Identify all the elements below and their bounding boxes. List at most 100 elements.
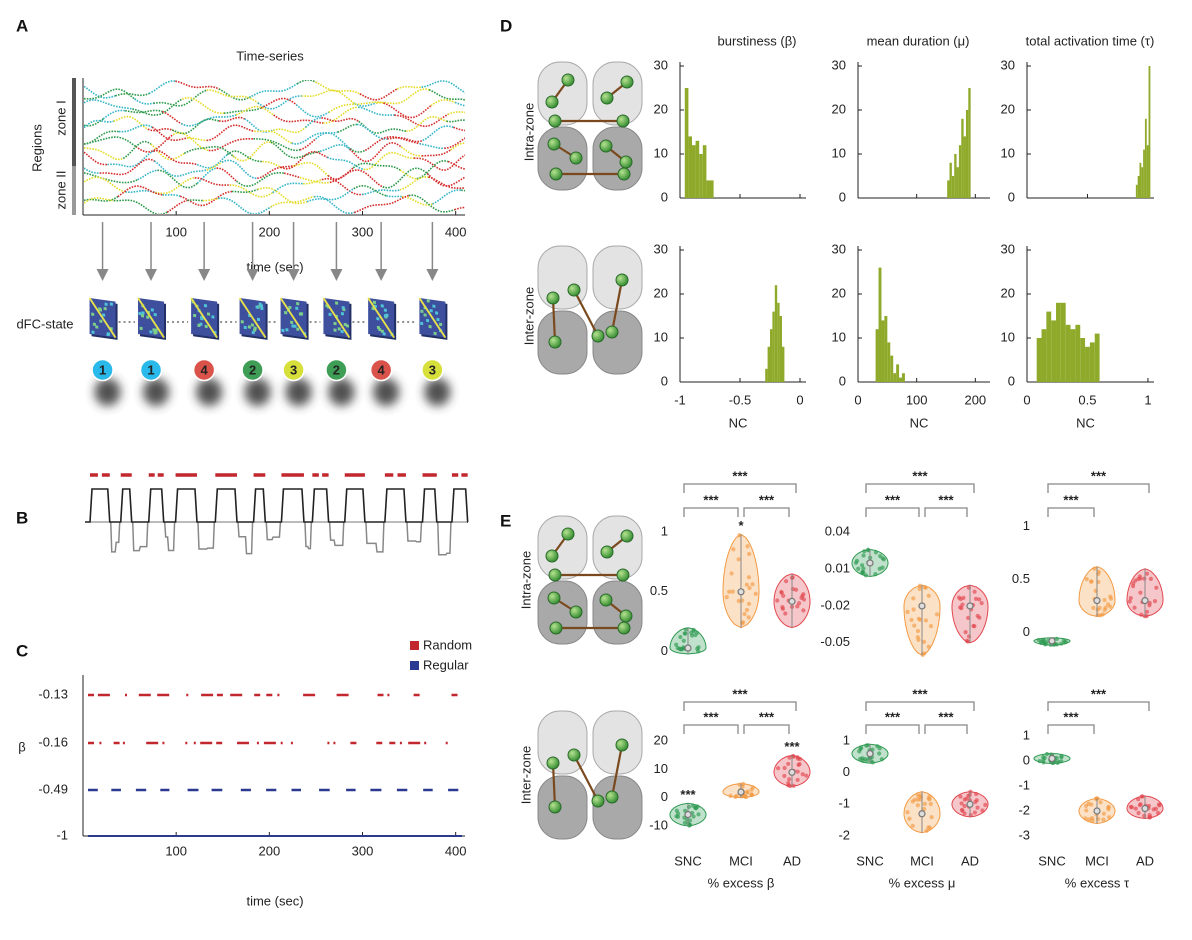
violin-dot — [1098, 800, 1103, 805]
matrix-cell — [337, 327, 341, 331]
time-series-trace — [147, 127, 175, 132]
x-tick-label: 300 — [352, 843, 374, 858]
brain-lobe — [592, 515, 643, 580]
brain-node — [567, 748, 581, 762]
violin-dot — [915, 803, 920, 808]
matrix-cell — [426, 299, 430, 303]
violin-dot — [1147, 815, 1152, 820]
matrix-cell — [153, 331, 157, 335]
significance-label: *** — [703, 492, 719, 507]
time-series-trace — [382, 167, 430, 189]
histogram-bar — [765, 368, 768, 382]
time-series-trace — [262, 160, 283, 169]
violin-dot — [736, 557, 741, 562]
state-label: dFC-state — [16, 316, 73, 331]
matrix-cell — [291, 324, 295, 328]
matrix-cell — [98, 307, 102, 311]
significance-label: *** — [938, 709, 954, 724]
matrix-cell — [251, 330, 255, 335]
matrix-cell — [153, 312, 157, 317]
time-series-trace — [84, 88, 137, 101]
violin-dot — [800, 772, 805, 777]
matrix-cell — [376, 317, 380, 321]
violin-dot — [975, 805, 980, 810]
violin-dot — [693, 632, 698, 638]
brain-node — [619, 155, 633, 169]
x-axis-label: time (sec) — [246, 893, 303, 908]
time-series-trace — [272, 182, 305, 194]
violin-dot — [880, 565, 885, 570]
time-series-trace — [99, 158, 157, 176]
matrix-cell — [141, 314, 145, 318]
matrix-cell — [296, 301, 300, 306]
significance-bracket — [865, 724, 920, 734]
histogram-bar — [692, 145, 696, 198]
time-series-trace — [179, 190, 233, 207]
y-tick-label: 0 — [1023, 752, 1030, 767]
matrix-cell — [328, 312, 332, 317]
matrix-cell — [423, 313, 427, 317]
y-tick-label: 0 — [1008, 373, 1015, 388]
violin-dot — [745, 790, 750, 795]
time-series-trace — [430, 99, 458, 107]
x-tick-label: SNC — [1038, 853, 1065, 868]
histogram-bar — [1139, 162, 1142, 198]
histogram-bar — [1141, 167, 1144, 198]
matrix-cell — [372, 300, 376, 305]
panel-label: C — [16, 641, 28, 660]
violin-median — [1093, 807, 1101, 815]
matrix-cell — [146, 315, 150, 319]
histogram-bar — [779, 316, 782, 382]
y-tick-label: 10 — [832, 145, 846, 160]
y-tick-label: 20 — [1001, 285, 1015, 300]
histogram-bar — [968, 88, 971, 198]
violin-dot — [881, 557, 886, 562]
time-series-trace — [122, 140, 152, 160]
y-tick-label: 0 — [661, 789, 668, 804]
time-series-trace — [291, 131, 338, 145]
violin-dot — [863, 573, 869, 578]
column-title: mean duration (μ) — [867, 33, 970, 48]
significance-mark: * — [738, 518, 744, 533]
matrix-cell — [380, 304, 384, 308]
brain-lobe — [592, 580, 643, 645]
brain-lobe — [537, 515, 588, 580]
histogram-bar — [1089, 342, 1095, 382]
violin-dot — [861, 570, 866, 575]
matrix-cell — [333, 321, 337, 326]
y-tick-label: 1 — [843, 733, 850, 748]
y-tick-label: -2 — [838, 827, 850, 842]
time-series-trace — [432, 189, 463, 205]
histogram-bar — [1051, 320, 1057, 382]
significance-mark: *** — [784, 739, 800, 754]
violin-dot — [865, 742, 870, 748]
time-series-trace — [454, 101, 465, 107]
y-tick-label: -0.02 — [820, 597, 850, 612]
matrix-cell — [260, 306, 264, 311]
time-series-trace — [260, 97, 298, 109]
time-series-trace — [206, 89, 260, 105]
time-series-trace — [153, 160, 209, 177]
significance-bracket — [683, 724, 739, 734]
violin-median — [737, 588, 745, 596]
matrix-cell — [150, 308, 154, 312]
time-series-trace — [354, 102, 377, 107]
y-axis-label: β — [18, 739, 25, 754]
matrix-cell — [141, 311, 145, 315]
brain-node — [615, 738, 629, 752]
time-series-trace — [84, 99, 135, 111]
histogram-bar — [1041, 329, 1047, 382]
state-shadow — [373, 378, 400, 406]
x-tick-label: AD — [783, 853, 801, 868]
histogram-bar — [782, 346, 785, 382]
time-series-trace — [223, 106, 263, 114]
violin-dot — [962, 803, 967, 809]
matrix-cell — [91, 312, 95, 316]
matrix-diagonal — [238, 297, 267, 339]
time-series-trace — [153, 149, 198, 166]
matrix-cell — [333, 328, 337, 332]
zone-bar — [72, 78, 76, 166]
gray-wave — [131, 521, 149, 552]
violin-dot — [1083, 816, 1088, 821]
state-shadow — [94, 378, 121, 406]
